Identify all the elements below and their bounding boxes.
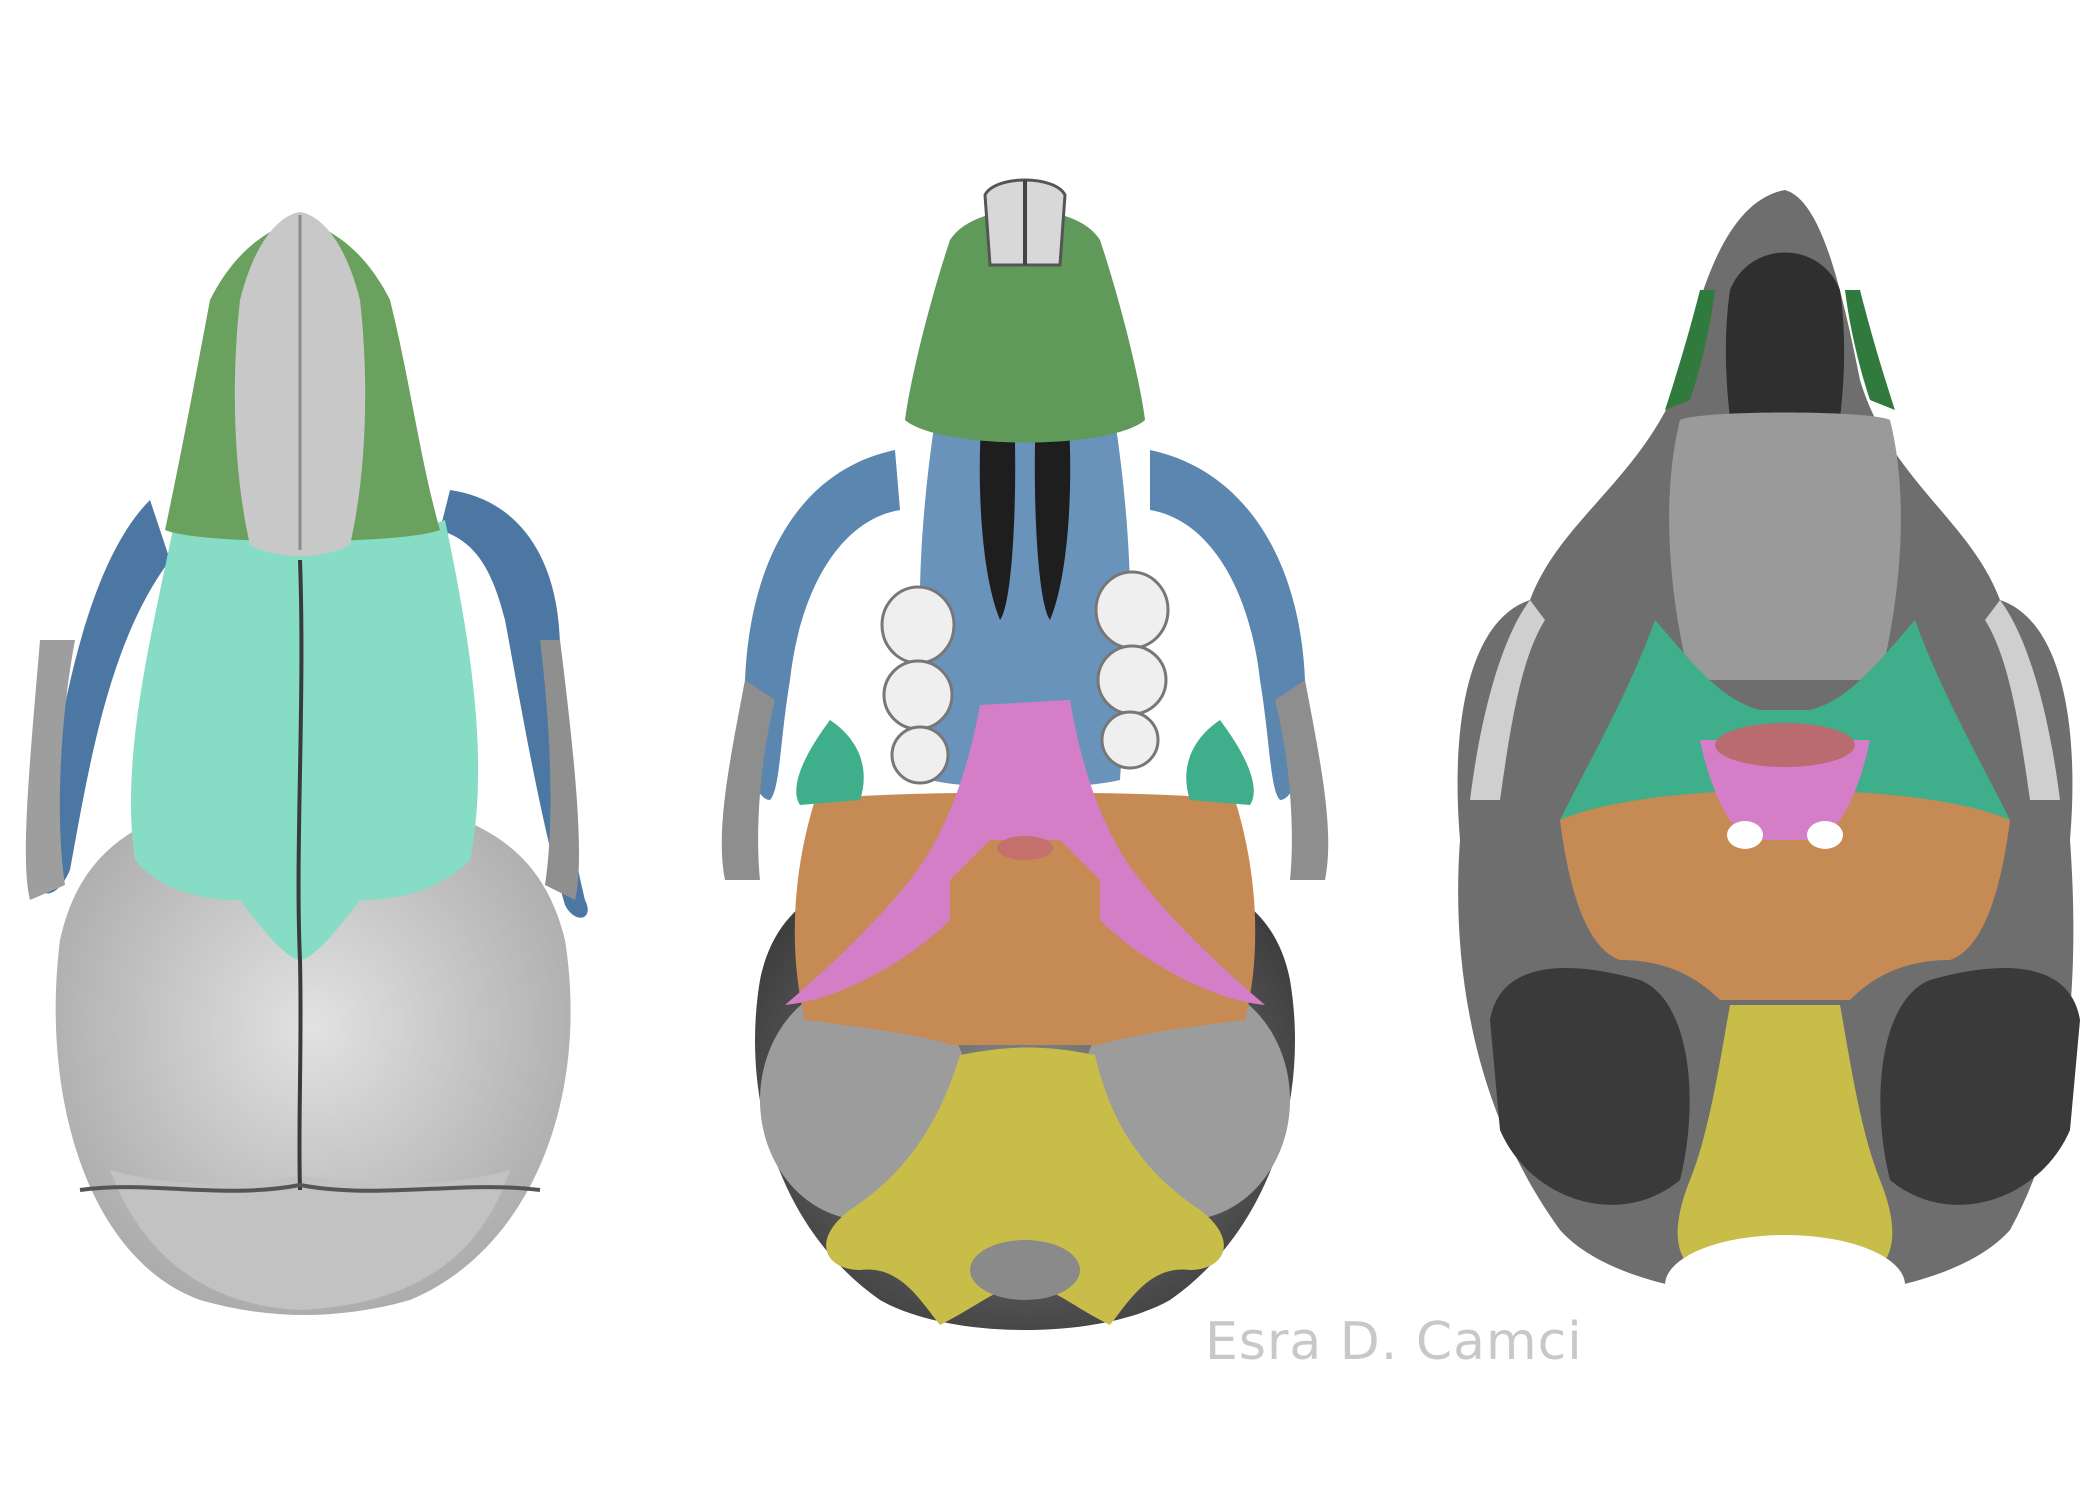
right-molar-row	[1094, 570, 1170, 770]
interior-occipital-region	[1677, 1005, 1893, 1275]
interior-basisphenoid-region	[1560, 790, 2010, 1000]
left-molar-row	[880, 585, 956, 785]
palatine-region	[785, 700, 1265, 1005]
ventral-skull-icon	[721, 178, 1329, 1330]
interior-palatine-region	[1700, 740, 1870, 840]
dorsal-skull-icon	[25, 212, 588, 1315]
occipital-region	[826, 1047, 1224, 1325]
interior-skull-section-icon	[1457, 190, 2080, 1335]
basisphenoid-region	[794, 792, 1256, 1045]
vomer-bone	[997, 836, 1053, 860]
frontal-bone-region	[130, 520, 479, 960]
maxilla-region	[919, 420, 1131, 788]
author-credit: Esra D. Camci	[1205, 1312, 1583, 1372]
ventral-premaxilla-region	[905, 210, 1145, 443]
interior-sphenoid-region	[1560, 620, 2010, 820]
interior-vomer-bone	[1715, 723, 1855, 767]
